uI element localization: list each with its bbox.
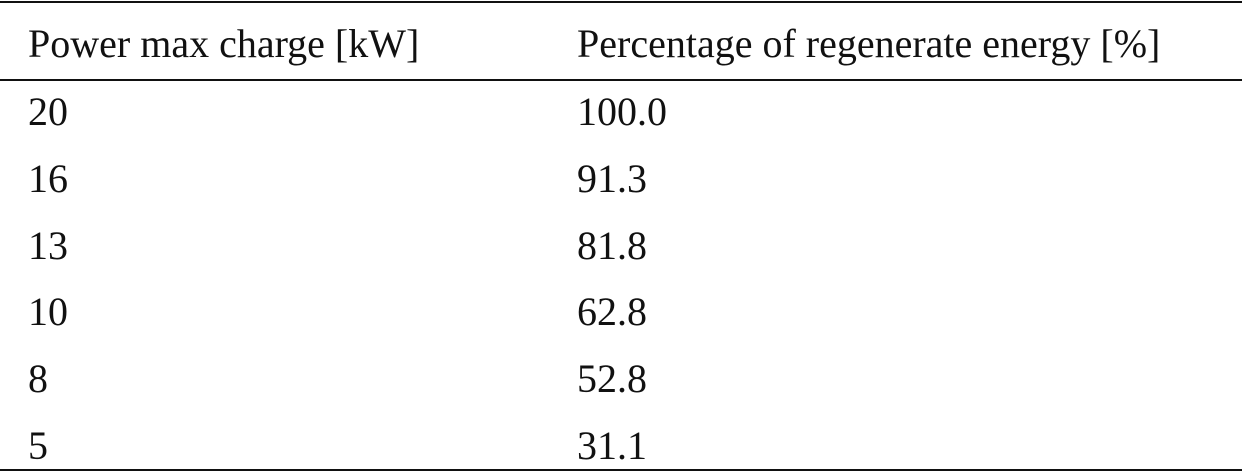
table-cell: 20 xyxy=(28,89,68,134)
table-cell: 62.8 xyxy=(577,289,647,335)
table-cell: 13 xyxy=(28,222,68,268)
table-cell: 10 xyxy=(28,289,68,335)
table-cell: 8 xyxy=(28,356,48,402)
header-rule xyxy=(0,79,1242,81)
header-cell: Power max charge [kW] xyxy=(28,21,420,66)
bottom-rule xyxy=(0,469,1242,471)
table-cell: 91.3 xyxy=(577,155,647,201)
table-cell: 31.1 xyxy=(577,423,647,468)
table-cell: 100.0 xyxy=(577,89,667,134)
table-cell: 16 xyxy=(28,155,68,201)
top-rule xyxy=(0,1,1242,3)
table-cell: 52.8 xyxy=(577,356,647,402)
table-cell: 5 xyxy=(28,423,48,468)
header-cell: Percentage of regenerate energy [%] xyxy=(577,21,1161,66)
table-cell: 81.8 xyxy=(577,222,647,268)
